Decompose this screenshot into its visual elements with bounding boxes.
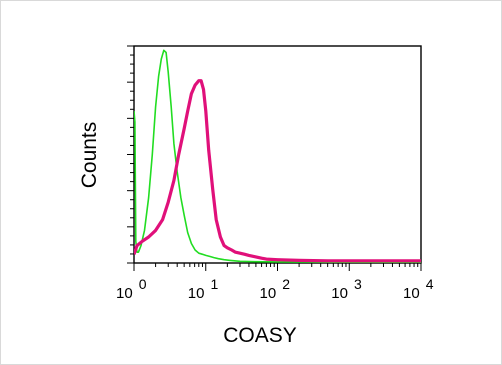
histogram-series-1 [134, 49, 421, 263]
x-tick-base: 10 [331, 285, 348, 302]
histogram-series-2 [134, 79, 421, 263]
x-tick-exponent: 1 [210, 276, 218, 292]
y-axis-label: Counts [78, 122, 101, 189]
x-tick-base: 10 [260, 285, 277, 302]
plot-area [133, 45, 422, 264]
x-tick-base: 10 [403, 285, 420, 302]
x-tick-exponent: 4 [426, 276, 434, 292]
x-tick-base: 10 [188, 285, 205, 302]
x-tick-label: 10 0 [116, 276, 147, 302]
x-tick-base: 10 [116, 285, 133, 302]
x-tick-label: 10 3 [331, 276, 362, 302]
x-tick-label: 10 2 [260, 276, 291, 302]
x-axis-ticks [133, 263, 422, 271]
x-tick-exponent: 2 [282, 276, 290, 292]
x-tick-exponent: 3 [354, 276, 362, 292]
x-tick-labels: 10 0 10 1 10 2 10 3 10 4 [116, 276, 434, 302]
x-tick-label: 10 1 [188, 276, 219, 302]
y-axis-ticks [127, 45, 134, 264]
x-axis-label: COASY [223, 324, 297, 347]
x-tick-exponent: 0 [139, 276, 147, 292]
x-tick-label: 10 4 [403, 276, 434, 302]
series-layer [134, 49, 421, 263]
